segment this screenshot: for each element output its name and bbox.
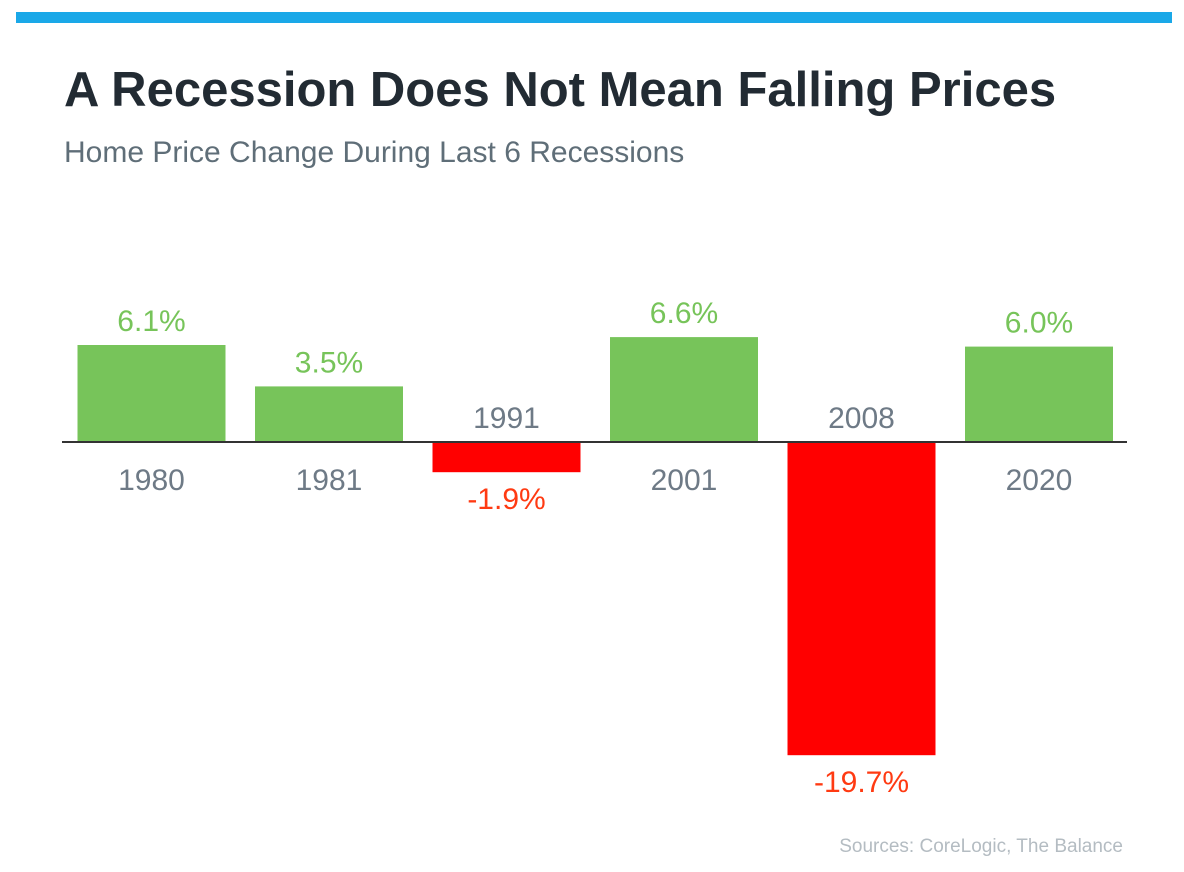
year-label-1981: 1981 xyxy=(296,464,363,497)
value-label-2001: 6.6% xyxy=(650,297,718,330)
chart-title: A Recession Does Not Mean Falling Prices xyxy=(64,63,1057,117)
year-label-2008: 2008 xyxy=(828,402,895,435)
source-note: Sources: CoreLogic, The Balance xyxy=(839,836,1123,857)
value-label-1980: 6.1% xyxy=(117,305,185,338)
value-label-2008: -19.7% xyxy=(814,766,909,799)
year-label-2020: 2020 xyxy=(1006,464,1073,497)
year-label-1991: 1991 xyxy=(473,402,540,435)
bar-2020 xyxy=(965,346,1113,442)
value-label-1991: -1.9% xyxy=(467,483,545,516)
chart-subtitle: Home Price Change During Last 6 Recessio… xyxy=(64,136,685,169)
bar-1980 xyxy=(77,345,226,442)
value-label-1981: 3.5% xyxy=(295,346,363,379)
bar-2008 xyxy=(787,442,936,756)
bar-1991 xyxy=(432,442,581,473)
value-label-2020: 6.0% xyxy=(1005,307,1073,340)
year-label-1980: 1980 xyxy=(118,464,185,497)
bar-2001 xyxy=(610,337,758,442)
bar-1981 xyxy=(255,386,403,442)
year-label-2001: 2001 xyxy=(651,464,718,497)
top-accent-bar xyxy=(16,12,1172,23)
